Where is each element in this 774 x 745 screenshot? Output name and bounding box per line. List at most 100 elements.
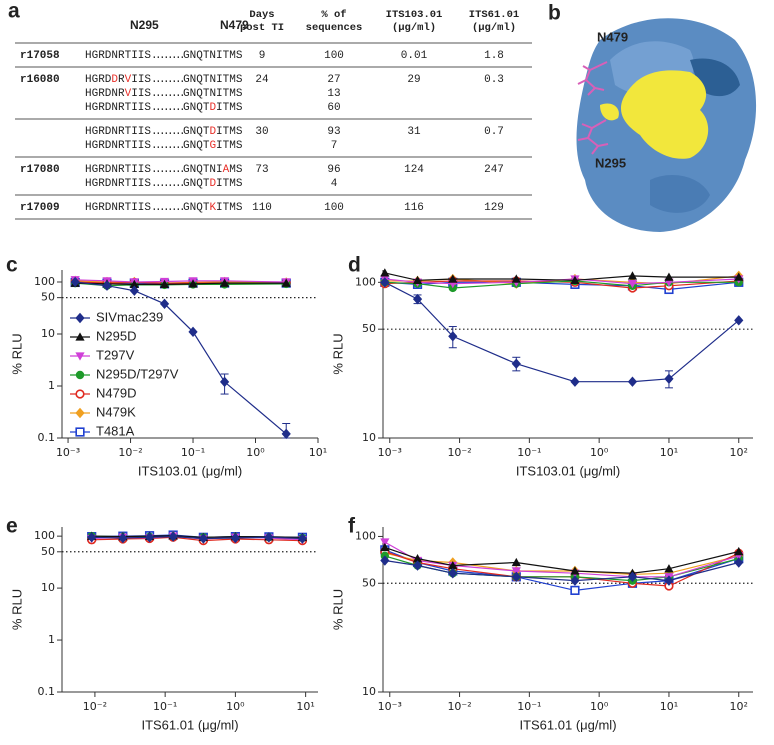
sequence-part: HGRDNR xyxy=(85,88,125,100)
data-point xyxy=(230,532,240,544)
series-line xyxy=(384,546,739,574)
sequence: HGRDNRTIIS........GNQTDITMS xyxy=(85,102,243,114)
y-tick-label: 100 xyxy=(34,529,55,542)
legend-label: N295D/T297V xyxy=(96,366,179,381)
cell: 29 xyxy=(407,74,420,86)
epitope xyxy=(620,70,709,159)
sequence-part: IIS xyxy=(131,88,151,100)
data-point xyxy=(264,532,274,543)
legend-marker xyxy=(75,407,85,419)
x-tick-label: 10⁻² xyxy=(83,700,107,713)
data-point xyxy=(511,557,521,567)
cell: 24 xyxy=(255,74,269,86)
data-point xyxy=(570,575,580,586)
data-point xyxy=(664,373,674,385)
panel-letter: e xyxy=(6,515,18,538)
sequence-part: ........ xyxy=(151,202,183,214)
data-point xyxy=(734,272,744,281)
row-id: r17080 xyxy=(20,164,60,176)
data-point xyxy=(570,566,580,575)
data-point xyxy=(380,268,390,277)
row-id: r16080 xyxy=(20,74,60,86)
data-point xyxy=(118,532,128,544)
sequence-part: HGRDNRTIIS xyxy=(85,178,151,190)
cell: 116 xyxy=(404,202,424,214)
sequence-part: GNQT xyxy=(183,126,210,138)
panel-letter: c xyxy=(6,254,18,277)
cell: 27 xyxy=(327,74,340,86)
epitope xyxy=(600,103,619,121)
x-tick-label: 10⁻² xyxy=(447,700,471,713)
x-tick-label: 10¹ xyxy=(660,446,678,459)
series-line xyxy=(91,535,303,540)
data-point xyxy=(87,532,97,543)
data-point xyxy=(734,557,744,568)
column-header: N295 xyxy=(130,18,159,32)
data-point xyxy=(159,298,170,310)
data-point xyxy=(70,276,80,288)
cell: 0.7 xyxy=(484,126,504,138)
x-tick-label: 10⁰ xyxy=(590,700,609,713)
sequence-part: GNQT xyxy=(183,178,210,190)
cell: 100 xyxy=(324,50,344,62)
data-point xyxy=(144,532,155,543)
data-point xyxy=(380,542,390,552)
x-tick-label: 10² xyxy=(730,700,748,713)
x-tick-label: 10⁰ xyxy=(246,446,265,459)
structure-label: N479 xyxy=(597,29,628,44)
data-point xyxy=(102,280,112,291)
data-point xyxy=(412,275,423,285)
sequence: HGRDNRTIIS........GNQTDITMS xyxy=(85,178,243,190)
sequence-part: IIS xyxy=(131,74,151,86)
sequence-part: D xyxy=(209,178,216,190)
cell: 110 xyxy=(252,202,272,214)
column-header: Days xyxy=(249,9,274,21)
data-point xyxy=(734,315,744,326)
y-tick-label: 0.1 xyxy=(38,431,56,444)
data-point xyxy=(570,275,580,285)
sequence-part: ........ xyxy=(151,102,183,114)
data-point xyxy=(168,531,178,542)
y-tick-label: 10 xyxy=(41,581,55,594)
data-point xyxy=(664,575,674,586)
sequence-part: ITMS xyxy=(216,178,243,190)
cell: 7 xyxy=(331,140,338,152)
legend-marker xyxy=(75,389,85,399)
column-header: % of xyxy=(321,9,346,21)
data-point xyxy=(281,428,291,440)
y-tick-label: 1 xyxy=(48,379,55,392)
x-tick-label: 10⁻¹ xyxy=(181,446,205,459)
cell: 0.3 xyxy=(484,74,504,86)
sequence-part: ITMS xyxy=(216,126,243,138)
data-point xyxy=(448,568,458,579)
data-point xyxy=(627,280,638,289)
sequence-part: V xyxy=(125,88,132,100)
x-tick-label: 10⁻³ xyxy=(378,700,402,713)
cell: 124 xyxy=(404,164,424,176)
sequence-part: MS xyxy=(229,164,243,176)
sequence-part: GNQT xyxy=(183,202,210,214)
series-line xyxy=(384,272,739,281)
sequence-part: G xyxy=(209,140,216,152)
data-point xyxy=(511,571,521,583)
sequence-part: HGRDNRTIIS xyxy=(85,102,151,114)
sequence-part: ........ xyxy=(151,178,183,190)
data-point xyxy=(412,554,423,563)
cell: 93 xyxy=(327,126,340,138)
sequence-part: ITMS xyxy=(216,202,243,214)
cell: 30 xyxy=(255,126,268,138)
column-header: sequences xyxy=(306,22,363,34)
y-tick-label: 100 xyxy=(355,529,376,542)
x-tick-label: 10⁻² xyxy=(118,446,142,459)
y-tick-label: 10 xyxy=(362,431,376,444)
y-tick-label: 100 xyxy=(34,275,55,288)
column-header: (μg/ml) xyxy=(472,22,516,34)
y-axis-title: % RLU xyxy=(9,589,24,630)
y-tick-label: 50 xyxy=(41,545,55,558)
glycan xyxy=(577,61,609,155)
cell: 4 xyxy=(331,178,338,190)
column-header: ITS103.01 xyxy=(386,9,443,21)
sequence: HGRDNRVIIS........GNQTNITMS xyxy=(85,88,243,100)
sequence: HGRDDRVIIS........GNQTNITMS xyxy=(85,74,243,86)
